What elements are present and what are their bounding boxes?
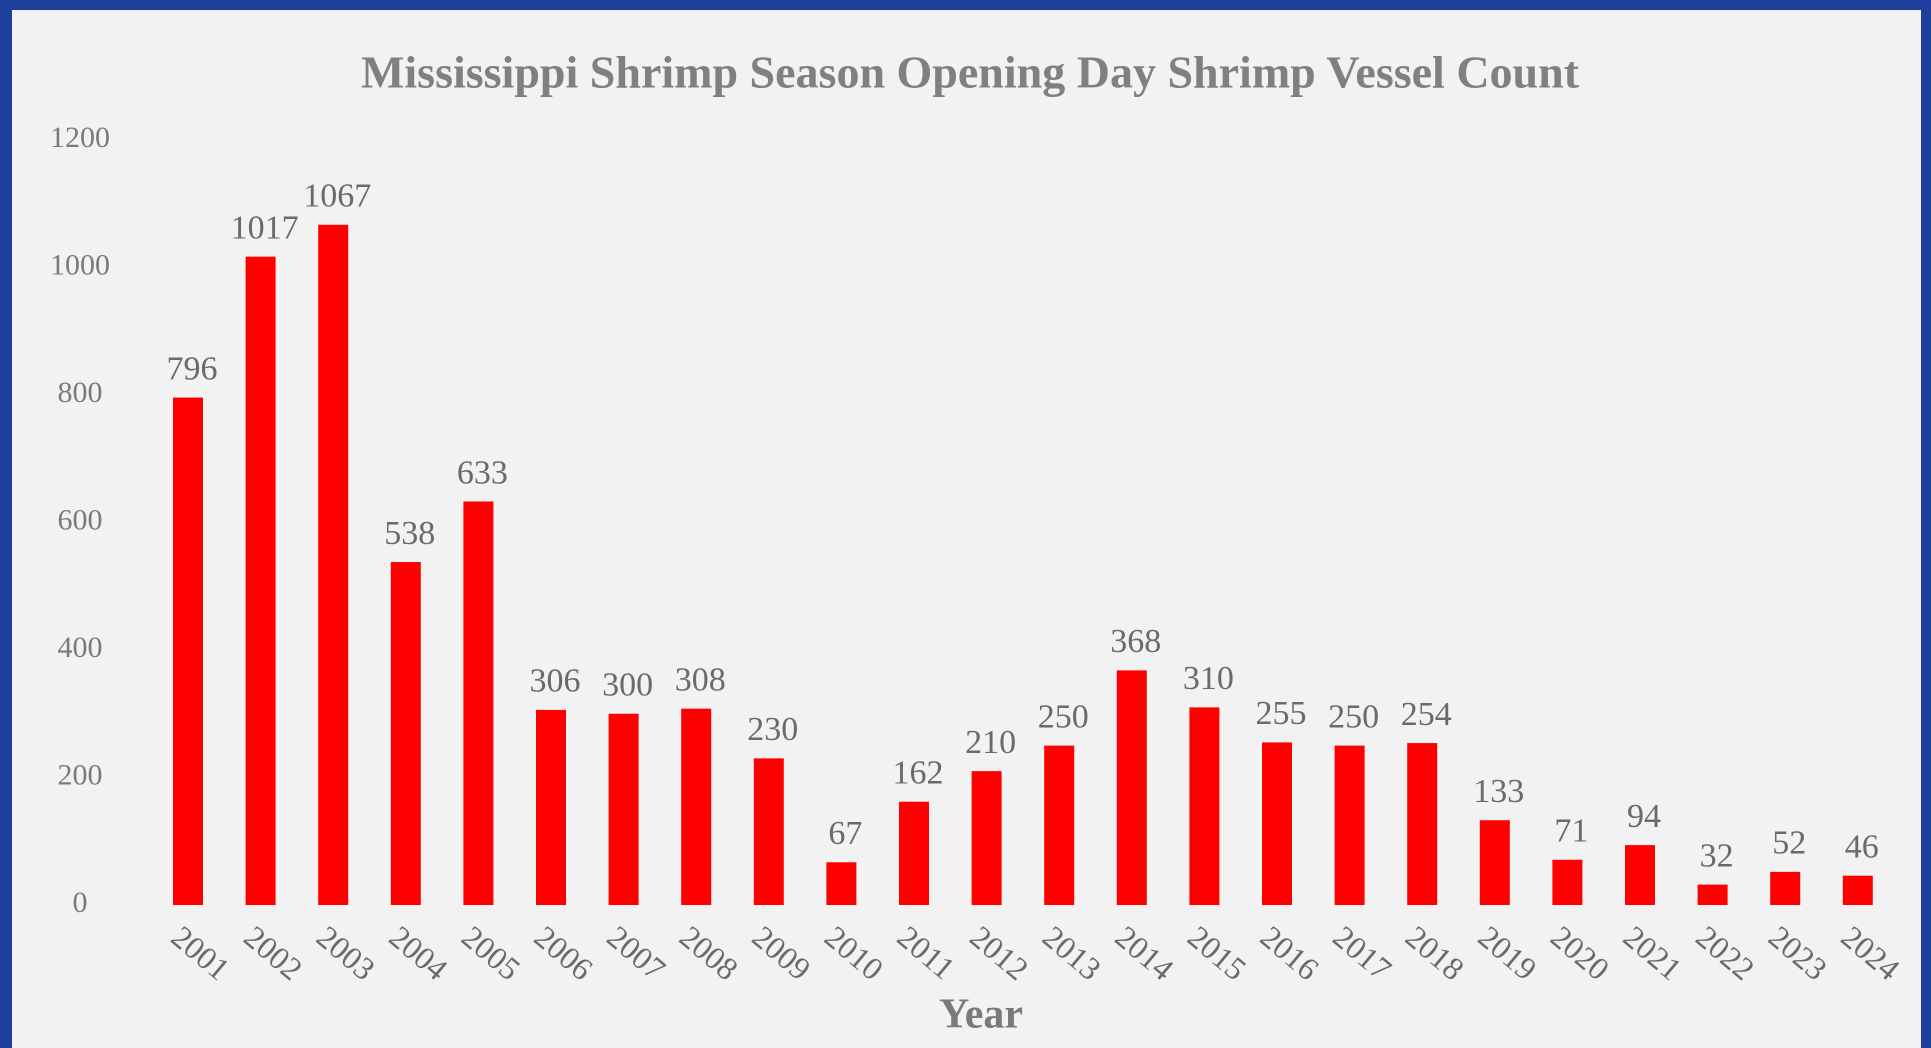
data-label: 633 [457, 454, 508, 491]
data-label: 1017 [231, 209, 299, 246]
y-tick-label: 1000 [50, 248, 110, 281]
bar [463, 501, 494, 905]
data-label: 538 [384, 515, 435, 552]
data-label: 250 [1038, 698, 1089, 735]
x-axis-label: Year [939, 992, 1023, 1038]
bar [608, 713, 639, 905]
bar [971, 771, 1002, 905]
bar [318, 224, 349, 906]
bar [1842, 875, 1873, 905]
bar [1697, 884, 1728, 905]
y-tick-label: 600 [58, 503, 103, 536]
data-label: 796 [167, 350, 218, 387]
bar [173, 397, 203, 905]
bar [536, 709, 566, 905]
bar [1116, 670, 1147, 905]
bar [1770, 871, 1801, 905]
y-tick-label: 1200 [50, 121, 110, 154]
y-tick-label: 0 [73, 886, 88, 919]
bar [390, 562, 421, 905]
data-label: 210 [965, 724, 1016, 761]
bar [1044, 745, 1075, 905]
data-label: 133 [1473, 773, 1524, 810]
bar [1334, 745, 1365, 905]
bar [1407, 743, 1438, 905]
data-label: 308 [675, 661, 726, 698]
data-label: 255 [1256, 695, 1307, 732]
data-label: 94 [1627, 798, 1661, 835]
bar [1262, 742, 1292, 905]
bar [753, 758, 784, 905]
data-label: 52 [1772, 825, 1806, 862]
bar [245, 256, 276, 906]
bar [1625, 845, 1655, 905]
bar [826, 862, 857, 905]
data-label: 46 [1845, 828, 1879, 865]
y-tick-label: 400 [58, 631, 103, 664]
data-label: 1067 [303, 178, 371, 215]
data-label: 300 [602, 667, 653, 704]
data-label: 250 [1328, 698, 1379, 735]
y-tick-label: 200 [58, 758, 103, 791]
chart-title: Mississippi Shrimp Season Opening Day Sh… [361, 47, 1580, 98]
bar [899, 801, 929, 905]
data-label: 254 [1401, 696, 1452, 733]
bar [1189, 707, 1220, 905]
y-tick-label: 800 [58, 376, 103, 409]
data-label: 32 [1700, 837, 1734, 874]
data-label: 71 [1554, 813, 1588, 850]
data-label: 67 [828, 815, 862, 852]
bar [681, 708, 712, 905]
bar [1479, 820, 1510, 905]
data-label: 230 [747, 711, 798, 748]
data-label: 162 [893, 755, 944, 792]
data-label: 310 [1183, 660, 1234, 697]
data-label: 306 [530, 663, 581, 700]
bar [1552, 859, 1583, 905]
data-label: 368 [1110, 623, 1161, 660]
